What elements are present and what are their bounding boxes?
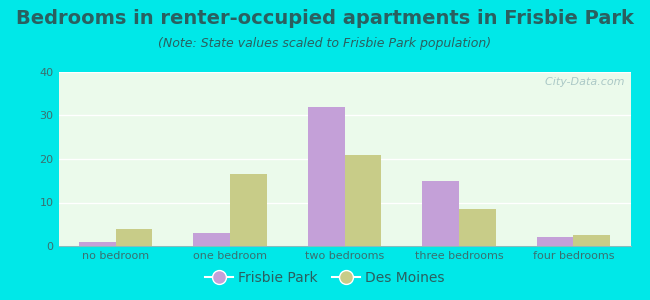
Bar (58, 72, 630, 159)
Bar (116, 229, 152, 246)
Bar (459, 209, 495, 246)
Bar (573, 235, 610, 246)
Bar (344, 154, 381, 246)
Legend: Frisbie Park, Des Moines: Frisbie Park, Des Moines (200, 265, 450, 290)
Bar (308, 107, 344, 246)
Text: City-Data.com: City-Data.com (538, 77, 625, 87)
Text: Bedrooms in renter-occupied apartments in Frisbie Park: Bedrooms in renter-occupied apartments i… (16, 9, 634, 28)
Bar (58, 0, 630, 72)
Bar (79, 242, 116, 246)
Bar (58, 159, 630, 246)
Bar (422, 181, 459, 246)
Bar (230, 174, 266, 246)
Text: (Note: State values scaled to Frisbie Park population): (Note: State values scaled to Frisbie Pa… (159, 38, 491, 50)
Bar (537, 237, 573, 246)
Bar (194, 233, 230, 246)
